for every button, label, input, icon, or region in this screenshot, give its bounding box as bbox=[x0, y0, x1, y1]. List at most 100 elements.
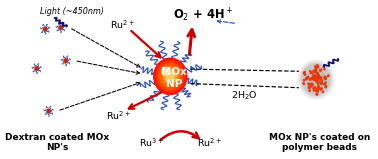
Ellipse shape bbox=[315, 79, 317, 81]
Ellipse shape bbox=[309, 78, 311, 80]
Ellipse shape bbox=[317, 66, 319, 68]
Ellipse shape bbox=[325, 86, 326, 88]
Ellipse shape bbox=[167, 72, 174, 80]
Ellipse shape bbox=[316, 76, 318, 77]
Ellipse shape bbox=[319, 88, 322, 90]
Ellipse shape bbox=[307, 76, 308, 78]
Ellipse shape bbox=[312, 75, 314, 76]
Ellipse shape bbox=[315, 90, 317, 92]
Ellipse shape bbox=[308, 86, 310, 88]
Ellipse shape bbox=[311, 84, 313, 86]
Ellipse shape bbox=[314, 75, 316, 77]
Ellipse shape bbox=[64, 59, 67, 62]
Ellipse shape bbox=[314, 71, 316, 73]
Ellipse shape bbox=[303, 83, 304, 84]
Ellipse shape bbox=[159, 64, 182, 89]
Ellipse shape bbox=[299, 61, 333, 98]
Text: 2H$_2$O: 2H$_2$O bbox=[231, 89, 257, 101]
Ellipse shape bbox=[316, 76, 317, 78]
Ellipse shape bbox=[327, 76, 328, 77]
Ellipse shape bbox=[325, 78, 327, 80]
Ellipse shape bbox=[59, 26, 62, 29]
Ellipse shape bbox=[314, 70, 317, 72]
Ellipse shape bbox=[325, 82, 326, 83]
Ellipse shape bbox=[320, 77, 322, 79]
Ellipse shape bbox=[308, 83, 310, 85]
Ellipse shape bbox=[317, 73, 319, 75]
Ellipse shape bbox=[317, 83, 319, 84]
Ellipse shape bbox=[312, 73, 313, 74]
Ellipse shape bbox=[301, 62, 332, 97]
Text: MOx: MOx bbox=[161, 67, 187, 77]
Ellipse shape bbox=[321, 80, 322, 81]
Ellipse shape bbox=[323, 66, 324, 68]
Ellipse shape bbox=[35, 66, 38, 69]
Ellipse shape bbox=[314, 78, 315, 79]
Ellipse shape bbox=[314, 87, 316, 89]
Text: Ru$^{3+}$: Ru$^{3+}$ bbox=[139, 136, 164, 149]
Text: Ru$^{2+}$: Ru$^{2+}$ bbox=[106, 109, 132, 122]
Ellipse shape bbox=[328, 75, 329, 76]
Ellipse shape bbox=[303, 72, 305, 74]
Ellipse shape bbox=[314, 78, 316, 80]
Ellipse shape bbox=[302, 65, 330, 94]
Ellipse shape bbox=[318, 76, 320, 78]
Ellipse shape bbox=[322, 91, 324, 93]
Ellipse shape bbox=[314, 78, 315, 79]
Ellipse shape bbox=[307, 77, 308, 78]
Ellipse shape bbox=[313, 78, 314, 80]
Ellipse shape bbox=[319, 81, 320, 82]
Ellipse shape bbox=[318, 79, 319, 80]
Ellipse shape bbox=[310, 85, 312, 87]
Ellipse shape bbox=[309, 87, 310, 88]
Ellipse shape bbox=[307, 70, 325, 89]
Ellipse shape bbox=[313, 70, 315, 72]
Ellipse shape bbox=[313, 88, 314, 89]
Text: MOx NP's coated on
polymer beads: MOx NP's coated on polymer beads bbox=[269, 133, 370, 152]
Ellipse shape bbox=[319, 77, 321, 79]
Ellipse shape bbox=[316, 89, 318, 91]
Ellipse shape bbox=[304, 83, 305, 85]
Ellipse shape bbox=[316, 80, 317, 81]
Ellipse shape bbox=[301, 63, 331, 96]
Ellipse shape bbox=[317, 77, 319, 79]
Ellipse shape bbox=[43, 27, 46, 30]
Ellipse shape bbox=[311, 83, 312, 85]
Ellipse shape bbox=[318, 86, 319, 88]
Ellipse shape bbox=[304, 74, 306, 75]
Ellipse shape bbox=[324, 69, 325, 70]
Ellipse shape bbox=[154, 58, 187, 94]
Text: Ru$^{2+}$: Ru$^{2+}$ bbox=[197, 136, 222, 149]
Ellipse shape bbox=[316, 81, 317, 82]
Ellipse shape bbox=[309, 90, 310, 91]
Ellipse shape bbox=[315, 68, 317, 70]
Ellipse shape bbox=[325, 86, 327, 87]
Ellipse shape bbox=[313, 78, 315, 81]
Ellipse shape bbox=[47, 109, 50, 112]
Ellipse shape bbox=[316, 93, 318, 95]
Ellipse shape bbox=[317, 90, 319, 92]
Ellipse shape bbox=[315, 66, 317, 68]
Text: NP: NP bbox=[166, 79, 182, 89]
Ellipse shape bbox=[318, 75, 319, 76]
Ellipse shape bbox=[317, 87, 319, 89]
Text: Ru$^{2+}$: Ru$^{2+}$ bbox=[110, 18, 135, 31]
Ellipse shape bbox=[321, 69, 322, 70]
Ellipse shape bbox=[156, 61, 184, 92]
Ellipse shape bbox=[43, 27, 47, 31]
Text: Light (~450nm): Light (~450nm) bbox=[40, 7, 104, 16]
Ellipse shape bbox=[311, 77, 313, 79]
Ellipse shape bbox=[313, 90, 314, 91]
Ellipse shape bbox=[161, 66, 180, 86]
Ellipse shape bbox=[305, 78, 307, 80]
Ellipse shape bbox=[318, 85, 319, 86]
Ellipse shape bbox=[304, 80, 305, 81]
Ellipse shape bbox=[320, 83, 321, 84]
Ellipse shape bbox=[318, 75, 319, 76]
Ellipse shape bbox=[316, 77, 318, 78]
Ellipse shape bbox=[302, 65, 330, 94]
Ellipse shape bbox=[324, 83, 325, 85]
Ellipse shape bbox=[59, 25, 62, 28]
Ellipse shape bbox=[317, 65, 318, 66]
Text: O$_2$ + 4H$^+$: O$_2$ + 4H$^+$ bbox=[173, 6, 233, 24]
